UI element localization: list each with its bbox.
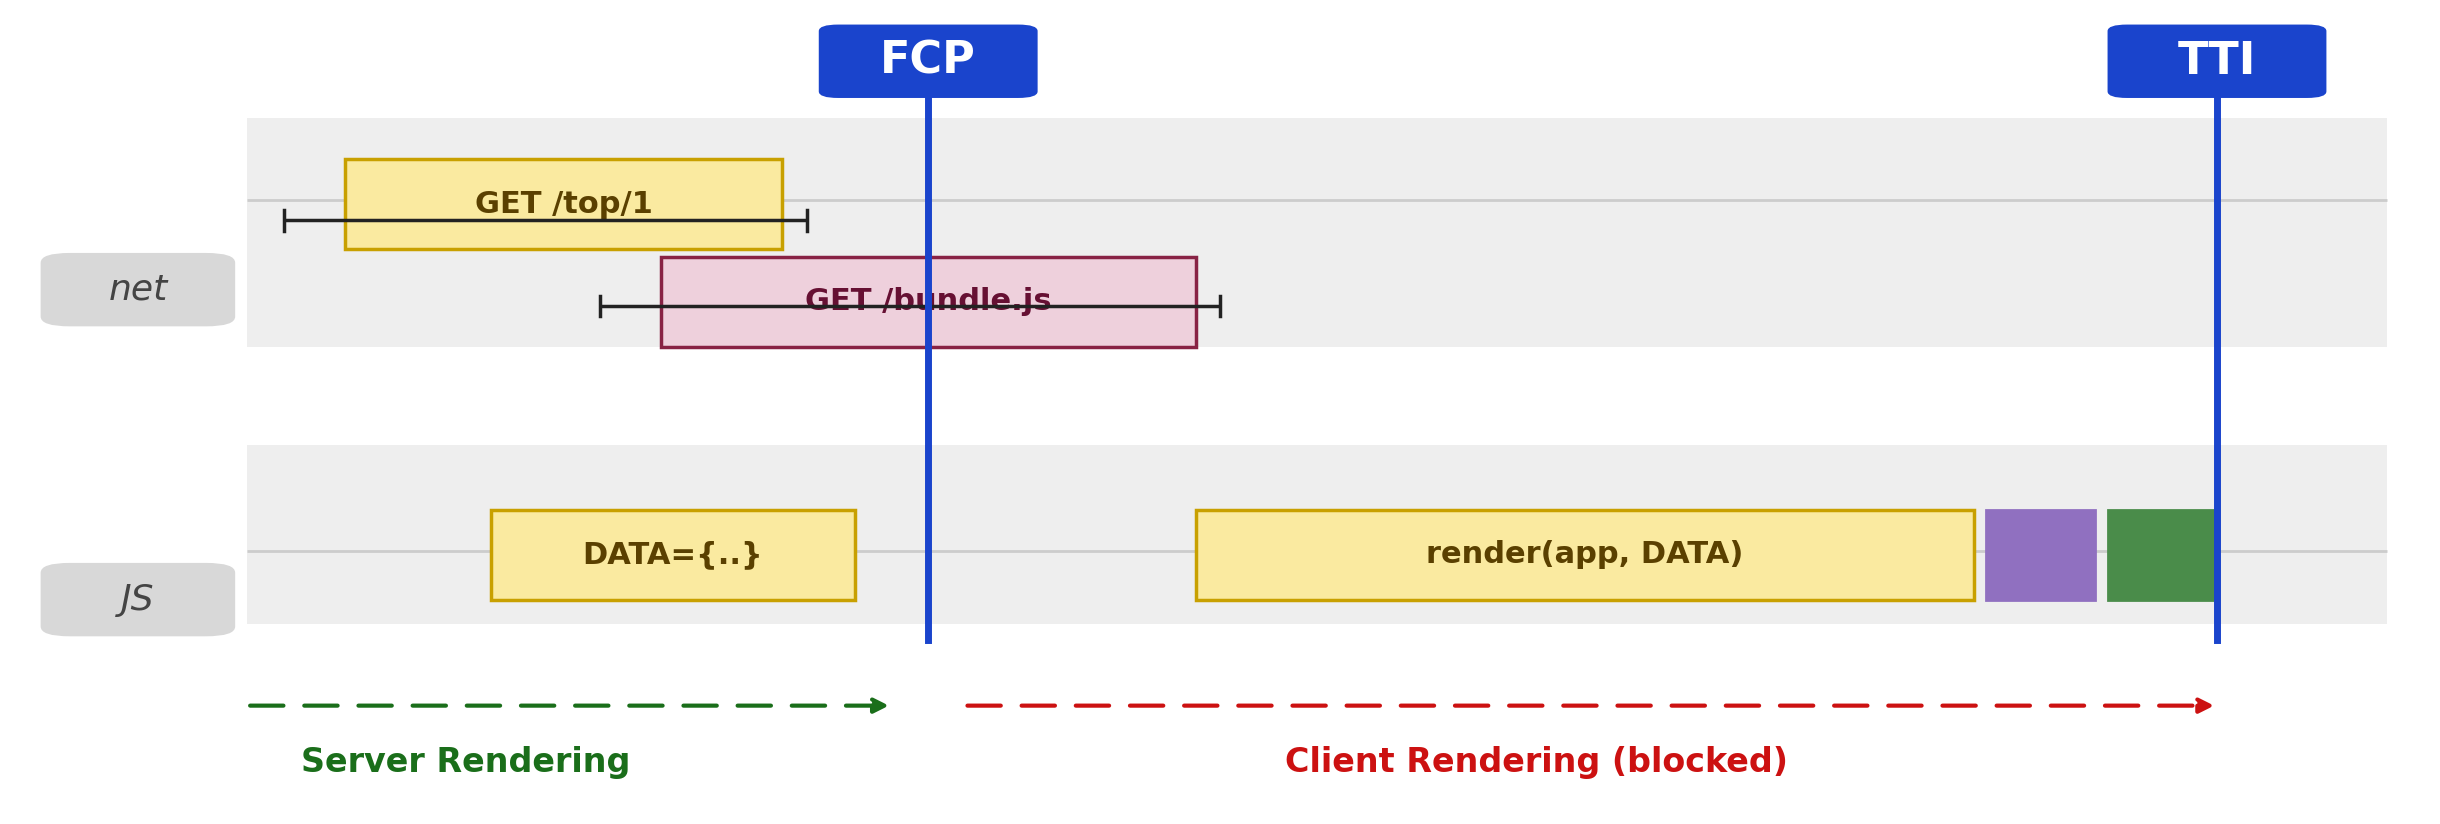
Text: TTI: TTI [2179,40,2257,82]
Text: Server Rendering: Server Rendering [303,747,632,780]
Text: render(app, DATA): render(app, DATA) [1425,541,1745,569]
Text: JS: JS [122,583,154,616]
FancyBboxPatch shape [1986,510,2096,600]
FancyBboxPatch shape [2108,510,2218,600]
Text: Client Rendering (blocked): Client Rendering (blocked) [1283,747,1789,780]
Text: GET /bundle.js: GET /bundle.js [805,288,1052,316]
FancyBboxPatch shape [820,25,1037,98]
FancyBboxPatch shape [246,445,2386,624]
FancyBboxPatch shape [490,510,856,600]
Text: GET /top/1: GET /top/1 [473,190,651,218]
FancyBboxPatch shape [2108,25,2325,98]
FancyBboxPatch shape [344,159,783,249]
FancyBboxPatch shape [41,253,234,326]
Text: net: net [107,273,168,307]
FancyBboxPatch shape [661,257,1196,347]
Text: FCP: FCP [881,40,976,82]
FancyBboxPatch shape [1196,510,1974,600]
FancyBboxPatch shape [246,119,2386,347]
Text: DATA={..}: DATA={..} [583,541,764,569]
FancyBboxPatch shape [41,563,234,636]
